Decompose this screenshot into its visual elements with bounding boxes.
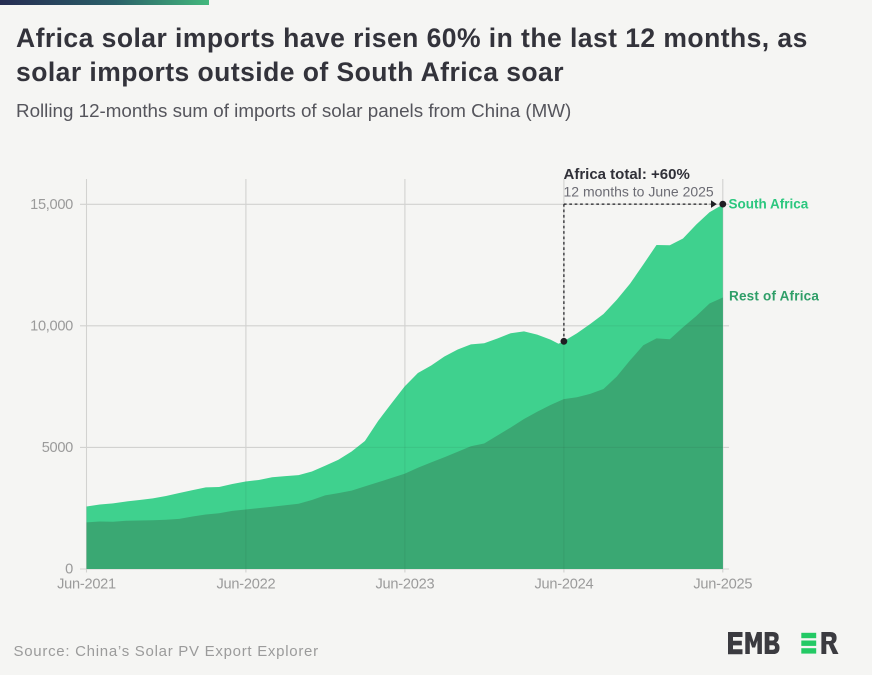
svg-text:15,000: 15,000 bbox=[30, 197, 73, 213]
svg-text:Rest of Africa: Rest of Africa bbox=[729, 289, 819, 304]
svg-text:Africa total: +60%: Africa total: +60% bbox=[564, 166, 690, 183]
svg-text:10,000: 10,000 bbox=[30, 319, 73, 335]
svg-text:Jun-2021: Jun-2021 bbox=[57, 577, 116, 593]
svg-text:Jun-2023: Jun-2023 bbox=[375, 577, 434, 593]
svg-text:5000: 5000 bbox=[42, 440, 73, 456]
svg-text:Jun-2024: Jun-2024 bbox=[534, 577, 593, 593]
svg-text:0: 0 bbox=[65, 562, 73, 578]
svg-text:South Africa: South Africa bbox=[729, 197, 809, 212]
svg-text:Jun-2022: Jun-2022 bbox=[216, 577, 275, 593]
svg-text:Jun-2025: Jun-2025 bbox=[693, 577, 752, 593]
svg-text:12 months to June 2025: 12 months to June 2025 bbox=[564, 184, 714, 200]
